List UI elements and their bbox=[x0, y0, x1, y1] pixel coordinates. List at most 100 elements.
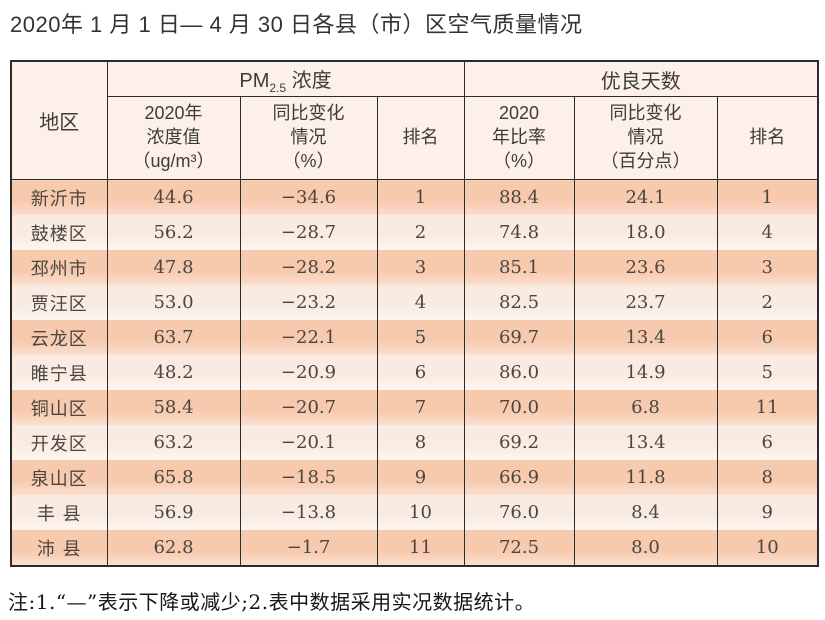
subheader-days-rank: 排名 bbox=[716, 96, 819, 180]
days-change-cell: 14.9 bbox=[573, 355, 718, 390]
pm25-change-cell: −13.8 bbox=[239, 495, 378, 530]
pm25-change-cell: −20.1 bbox=[239, 425, 378, 460]
days-change-cell: 24.1 bbox=[573, 179, 718, 215]
pm25-value-cell: 63.7 bbox=[106, 320, 241, 355]
days-ratio-cell: 69.7 bbox=[463, 320, 575, 355]
air-quality-table: 地区 PM2.5 浓度 优良天数 2020年 浓度值 （ug/m³） 同比变化 … bbox=[10, 60, 819, 567]
subheader-days-ratio: 2020 年比率 （%） bbox=[463, 96, 575, 180]
pm25-label-suffix: 浓度 bbox=[286, 69, 332, 92]
days-ratio-cell: 70.0 bbox=[463, 390, 575, 425]
pm25-rank-cell: 4 bbox=[376, 285, 465, 320]
days-rank-cell: 5 bbox=[716, 355, 819, 390]
days-ratio-cell: 66.9 bbox=[463, 460, 575, 495]
subheader-pm25-rank: 排名 bbox=[376, 96, 465, 180]
pm25-value-cell: 56.2 bbox=[106, 215, 241, 250]
days-rank-cell: 1 bbox=[716, 179, 819, 215]
subheader-pm25-value: 2020年 浓度值 （ug/m³） bbox=[106, 96, 241, 180]
region-cell: 邳州市 bbox=[10, 250, 108, 285]
days-change-cell: 8.0 bbox=[573, 530, 718, 566]
days-change-cell: 23.6 bbox=[573, 250, 718, 285]
pm25-rank-cell: 3 bbox=[376, 250, 465, 285]
days-ratio-cell: 72.5 bbox=[463, 530, 575, 566]
table-row: 丰 县 56.9 −13.8 10 76.0 8.4 9 bbox=[10, 495, 819, 530]
days-change-cell: 18.0 bbox=[573, 215, 718, 250]
subheader-days-change: 同比变化 情况 （百分点） bbox=[573, 96, 718, 180]
days-change-cell: 13.4 bbox=[573, 425, 718, 460]
pm25-value-cell: 47.8 bbox=[106, 250, 241, 285]
pm25-change-cell: −18.5 bbox=[239, 460, 378, 495]
pm25-group-header: PM2.5 浓度 bbox=[106, 60, 465, 97]
pm25-rank-cell: 1 bbox=[376, 179, 465, 215]
days-rank-cell: 4 bbox=[716, 215, 819, 250]
region-cell: 铜山区 bbox=[10, 390, 108, 425]
pm25-value-cell: 65.8 bbox=[106, 460, 241, 495]
pm25-value-cell: 62.8 bbox=[106, 530, 241, 566]
days-rank-cell: 3 bbox=[716, 250, 819, 285]
header-group-row: 地区 PM2.5 浓度 优良天数 bbox=[10, 60, 819, 180]
pm25-value-cell: 53.0 bbox=[106, 285, 241, 320]
pm25-value-cell: 58.4 bbox=[106, 390, 241, 425]
pm25-rank-cell: 6 bbox=[376, 355, 465, 390]
pm25-change-cell: −34.6 bbox=[239, 179, 378, 215]
pm25-rank-cell: 8 bbox=[376, 425, 465, 460]
pm25-value-cell: 44.6 bbox=[106, 179, 241, 215]
table-row: 泉山区 65.8 −18.5 9 66.9 11.8 8 bbox=[10, 460, 819, 495]
days-rank-cell: 6 bbox=[716, 320, 819, 355]
days-change-cell: 11.8 bbox=[573, 460, 718, 495]
pm25-rank-cell: 11 bbox=[376, 530, 465, 566]
pm25-rank-cell: 2 bbox=[376, 215, 465, 250]
pm25-value-cell: 63.2 bbox=[106, 425, 241, 460]
region-cell: 开发区 bbox=[10, 425, 108, 460]
table-row: 新沂市 44.6 −34.6 1 88.4 24.1 1 bbox=[10, 179, 819, 215]
days-change-cell: 8.4 bbox=[573, 495, 718, 530]
region-cell: 鼓楼区 bbox=[10, 215, 108, 250]
days-ratio-cell: 69.2 bbox=[463, 425, 575, 460]
pm25-value-cell: 56.9 bbox=[106, 495, 241, 530]
pm25-change-cell: −22.1 bbox=[239, 320, 378, 355]
days-change-cell: 23.7 bbox=[573, 285, 718, 320]
pm25-change-cell: −28.2 bbox=[239, 250, 378, 285]
pm25-change-cell: −1.7 bbox=[239, 530, 378, 566]
days-change-cell: 13.4 bbox=[573, 320, 718, 355]
page-title: 2020年 1 月 1 日— 4 月 30 日各县（市）区空气质量情况 bbox=[10, 12, 583, 37]
table-row: 云龙区 63.7 −22.1 5 69.7 13.4 6 bbox=[10, 320, 819, 355]
days-ratio-cell: 85.1 bbox=[463, 250, 575, 285]
days-change-cell: 6.8 bbox=[573, 390, 718, 425]
pm25-rank-cell: 10 bbox=[376, 495, 465, 530]
days-ratio-cell: 82.5 bbox=[463, 285, 575, 320]
pm25-change-cell: −20.9 bbox=[239, 355, 378, 390]
region-cell: 沛 县 bbox=[10, 530, 108, 566]
pm25-value-cell: 48.2 bbox=[106, 355, 241, 390]
pm25-change-cell: −20.7 bbox=[239, 390, 378, 425]
days-rank-cell: 9 bbox=[716, 495, 819, 530]
pm25-label: PM bbox=[239, 69, 270, 92]
header-sub-row: 2020年 浓度值 （ug/m³） 同比变化 情况 （%） 排名 2020 年比… bbox=[11, 96, 819, 180]
days-ratio-cell: 76.0 bbox=[463, 495, 575, 530]
pm25-change-cell: −28.7 bbox=[239, 215, 378, 250]
footnote: 注:1.“—”表示下降或减少;2.表中数据采用实况数据统计。 bbox=[8, 590, 536, 614]
days-rank-cell: 8 bbox=[716, 460, 819, 495]
pm25-change-cell: −23.2 bbox=[239, 285, 378, 320]
good-days-group-header: 优良天数 bbox=[463, 60, 819, 97]
table-row: 鼓楼区 56.2 −28.7 2 74.8 18.0 4 bbox=[10, 215, 819, 250]
days-rank-cell: 11 bbox=[716, 390, 819, 425]
region-cell: 睢宁县 bbox=[10, 355, 108, 390]
table-row: 铜山区 58.4 −20.7 7 70.0 6.8 11 bbox=[10, 390, 819, 425]
days-rank-cell: 6 bbox=[716, 425, 819, 460]
table-row: 开发区 63.2 −20.1 8 69.2 13.4 6 bbox=[10, 425, 819, 460]
table-row: 贾汪区 53.0 −23.2 4 82.5 23.7 2 bbox=[10, 285, 819, 320]
region-header: 地区 bbox=[10, 60, 108, 180]
region-cell: 新沂市 bbox=[10, 179, 108, 215]
pm25-rank-cell: 7 bbox=[376, 390, 465, 425]
pm25-rank-cell: 9 bbox=[376, 460, 465, 495]
pm25-rank-cell: 5 bbox=[376, 320, 465, 355]
days-ratio-cell: 86.0 bbox=[463, 355, 575, 390]
table-row: 睢宁县 48.2 −20.9 6 86.0 14.9 5 bbox=[10, 355, 819, 390]
days-rank-cell: 10 bbox=[716, 530, 819, 566]
table-row: 邳州市 47.8 −28.2 3 85.1 23.6 3 bbox=[10, 250, 819, 285]
region-cell: 云龙区 bbox=[10, 320, 108, 355]
region-cell: 丰 县 bbox=[10, 495, 108, 530]
days-ratio-cell: 88.4 bbox=[463, 179, 575, 215]
table-row: 沛 县 62.8 −1.7 11 72.5 8.0 10 bbox=[10, 530, 819, 566]
days-rank-cell: 2 bbox=[716, 285, 819, 320]
